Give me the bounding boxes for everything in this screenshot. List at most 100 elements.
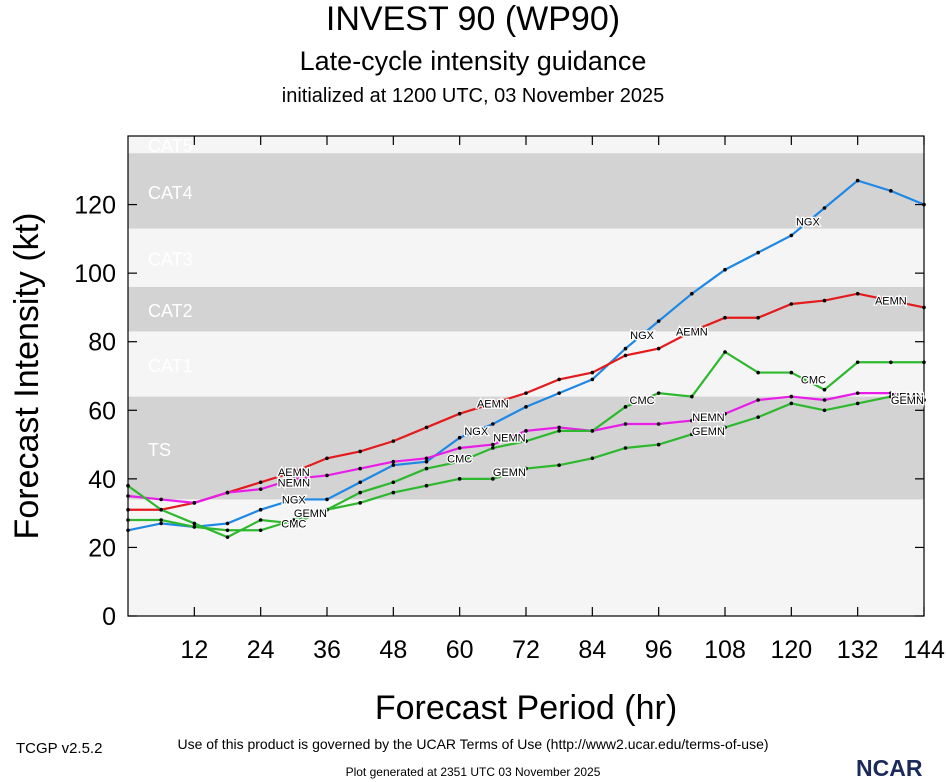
point-gemn [391, 490, 396, 495]
band-cat3 [128, 228, 924, 287]
point-aemn [457, 411, 462, 416]
point-nemn [756, 398, 760, 402]
point-cmc [524, 439, 528, 443]
point-cmc [590, 429, 595, 433]
point-aemn [690, 329, 694, 334]
point-ngx [424, 459, 429, 464]
line-label-aemn: AEMN [278, 467, 310, 479]
chart-subtitle: Late-cycle intensity guidance [299, 46, 647, 76]
band-label-cat3: CAT3 [148, 250, 193, 270]
point-cmc [126, 483, 130, 488]
x-tick-label: 144 [903, 636, 945, 664]
point-nemn [126, 494, 130, 498]
line-label-gemn: GEMN [493, 467, 526, 479]
point-nemn [723, 411, 727, 416]
point-ngx [557, 391, 561, 395]
point-gemn [491, 477, 495, 481]
point-ngx [723, 267, 727, 272]
point-ngx [258, 507, 263, 512]
point-cmc [723, 350, 727, 354]
band-label-ts: TS [148, 440, 171, 460]
point-ngx [225, 521, 230, 526]
line-label-nemn: NEMN [493, 433, 525, 445]
point-cmc [192, 521, 197, 526]
band-cat1 [128, 331, 924, 397]
point-nemn [358, 466, 362, 471]
point-cmc [358, 490, 362, 495]
y-axis-title: Forecast Intensity (kt) [8, 213, 46, 540]
y-tick-label: 20 [88, 534, 116, 562]
point-nemn [690, 418, 694, 423]
point-aemn [590, 370, 595, 375]
point-ngx [756, 250, 760, 255]
line-label-cmc: CMC [281, 518, 306, 530]
point-aemn [623, 353, 628, 358]
point-ngx [391, 463, 396, 467]
point-cmc [557, 429, 561, 433]
line-label-ngx: NGX [630, 330, 655, 342]
point-aemn [292, 470, 296, 474]
point-ngx [623, 346, 628, 351]
point-cmc [855, 360, 860, 365]
point-gemn [457, 477, 462, 481]
line-label-cmc: CMC [447, 453, 472, 465]
line-label-aemn: AEMN [676, 326, 708, 338]
point-gemn [756, 415, 760, 419]
point-nemn [789, 394, 794, 399]
point-gemn [126, 518, 130, 522]
point-ngx [325, 497, 329, 502]
point-gemn [822, 408, 827, 413]
line-label-cmc: CMC [630, 395, 655, 407]
version-label: TCGP v2.5.2 [16, 740, 103, 757]
point-gemn [789, 401, 794, 406]
point-gemn [623, 446, 628, 450]
point-ngx [889, 189, 893, 193]
line-label-ngx: NGX [282, 494, 307, 506]
x-tick-label: 96 [645, 636, 673, 664]
band-label-cat4: CAT4 [148, 183, 193, 203]
point-gemn [159, 518, 163, 522]
point-aemn [855, 291, 860, 296]
point-gemn [424, 483, 429, 488]
point-cmc [292, 521, 296, 526]
x-tick-label: 120 [770, 636, 812, 664]
point-cmc [822, 387, 827, 392]
band-cat2 [128, 286, 924, 332]
point-aemn [126, 507, 130, 512]
point-cmc [756, 370, 760, 375]
point-aemn [258, 480, 263, 485]
point-ngx [656, 319, 661, 323]
point-gemn [225, 528, 230, 533]
y-tick-label: 0 [102, 603, 116, 631]
point-gemn [292, 518, 296, 522]
point-nemn [225, 490, 230, 495]
line-label-gemn: GEMN [891, 395, 924, 407]
point-aemn [789, 302, 794, 306]
point-nemn [192, 501, 197, 505]
point-cmc [258, 518, 263, 522]
chart-title: INVEST 90 (WP90) [325, 0, 621, 38]
line-label-nemn: NEMN [692, 412, 724, 424]
point-cmc [457, 459, 462, 464]
point-nemn [391, 459, 396, 464]
point-nemn [159, 497, 163, 502]
point-ngx [358, 480, 362, 485]
point-gemn [922, 398, 926, 402]
point-cmc [391, 480, 396, 485]
point-aemn [656, 346, 661, 351]
line-label-aemn: AEMN [875, 296, 907, 308]
line-label-nemn: NEMN [891, 392, 923, 404]
point-aemn [325, 456, 329, 461]
point-gemn [855, 401, 860, 406]
point-nemn [457, 446, 462, 450]
point-aemn [756, 315, 760, 320]
point-ngx [590, 377, 595, 382]
line-label-aemn: AEMN [477, 398, 509, 410]
band-label-cat2: CAT2 [148, 301, 193, 321]
terms-of-use-notice: Use of this product is governed by the U… [177, 736, 769, 752]
point-aemn [491, 401, 495, 406]
x-tick-label: 12 [180, 636, 208, 664]
x-tick-label: 132 [837, 636, 879, 664]
x-tick-label: 48 [379, 636, 407, 664]
point-cmc [922, 360, 926, 365]
